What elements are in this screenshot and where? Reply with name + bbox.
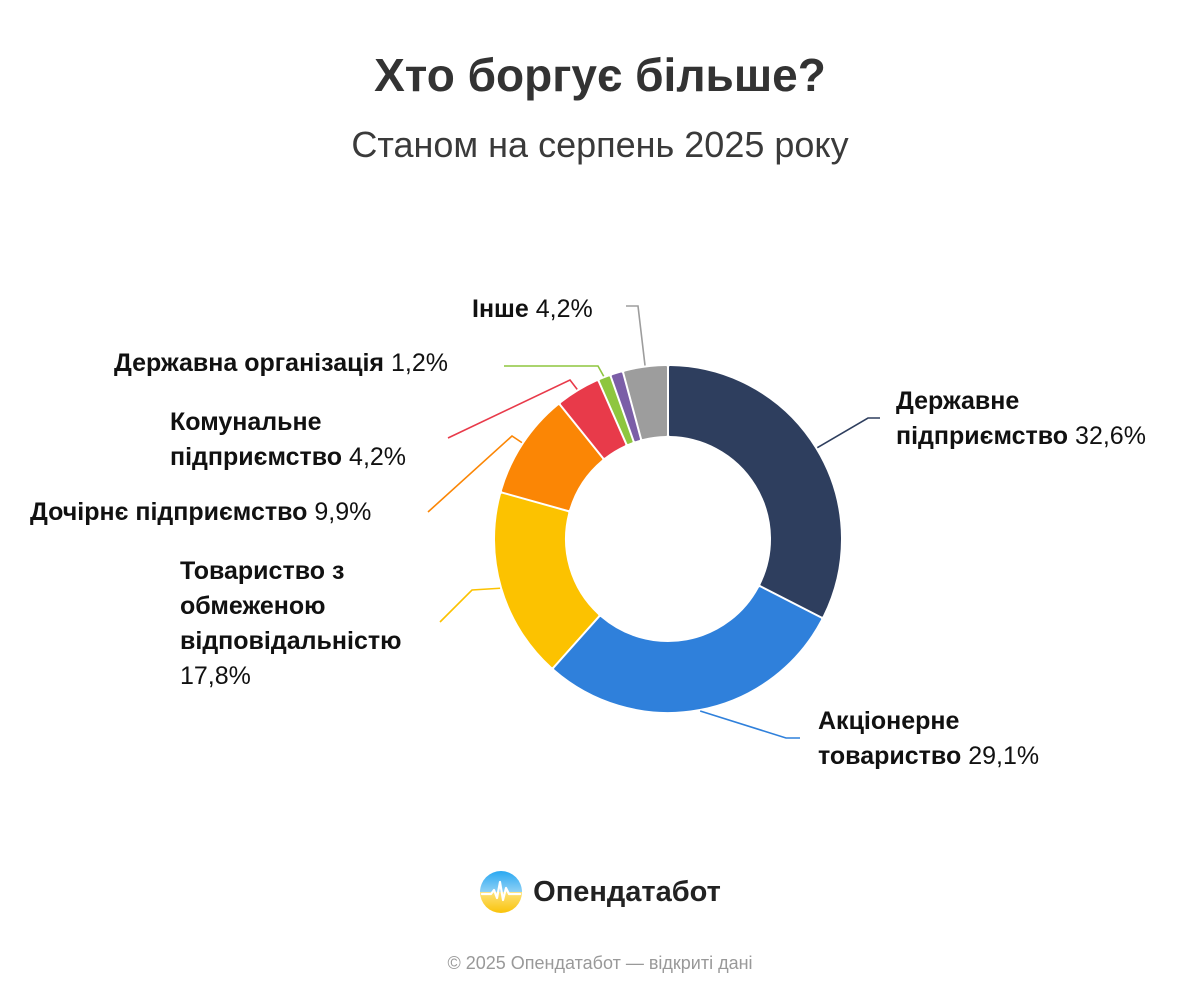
slice-label-tov: Товариство з обмеженою відповідальністю …: [180, 557, 402, 690]
slice-dochirne-pidpryiemstvo: [501, 405, 603, 511]
slice-small-purple: [611, 372, 640, 442]
leader-line-slice-derzhavne-pidpryiemstvo: [816, 417, 880, 449]
slice-label-derzhavna-orhanizatsiia: Державна організація 1,2%: [114, 349, 448, 377]
slice-aktsionerne-tovarystvo: [554, 587, 822, 712]
leader-line-slice-aktsionerne-tovarystvo: [699, 710, 800, 739]
leader-line-slice-dochirne-pidpryiemstvo: [427, 434, 523, 513]
slice-label-aktsionerne-tovarystvo: Акціонерне товариство 29,1%: [818, 707, 1040, 770]
slice-inshe: [624, 366, 667, 440]
opendatabot-logo-icon: [480, 871, 523, 913]
leader-line-slice-derzhavna-orhanizatsiia: [504, 365, 605, 377]
slice-derzhavna-orhanizatsiia: [599, 376, 633, 444]
slice-tov: [495, 493, 599, 668]
leader-line-slice-komunalne-pidpryiemstvo: [447, 378, 578, 439]
slice-komunalne-pidpryiemstvo: [560, 381, 626, 458]
leader-line-slice-tov: [439, 587, 501, 623]
slice-derzhavne-pidpryiemstvo: [669, 366, 841, 617]
brand: Опендатабот: [0, 870, 1200, 914]
chart-subtitle: Станом на серпень 2025 року: [351, 124, 849, 165]
leader-line-slice-inshe: [626, 305, 646, 366]
slice-label-inshe: Інше 4,2%: [472, 295, 593, 323]
brand-name: Опендатабот: [533, 875, 721, 908]
slice-label-komunalne-pidpryiemstvo: Комунальне підприємство 4,2%: [170, 408, 407, 471]
chart-leader-lines: [427, 305, 880, 739]
chart-title: Хто боргує більше?: [374, 49, 826, 101]
footer-copyright: © 2025 Опендатабот — відкриті дані: [447, 953, 753, 973]
slice-label-derzhavne-pidpryiemstvo: Державне підприємство 32,6%: [896, 387, 1146, 450]
chart-slices: [495, 366, 841, 712]
slice-label-dochirne-pidpryiemstvo: Дочірнє підприємство 9,9%: [30, 498, 372, 526]
